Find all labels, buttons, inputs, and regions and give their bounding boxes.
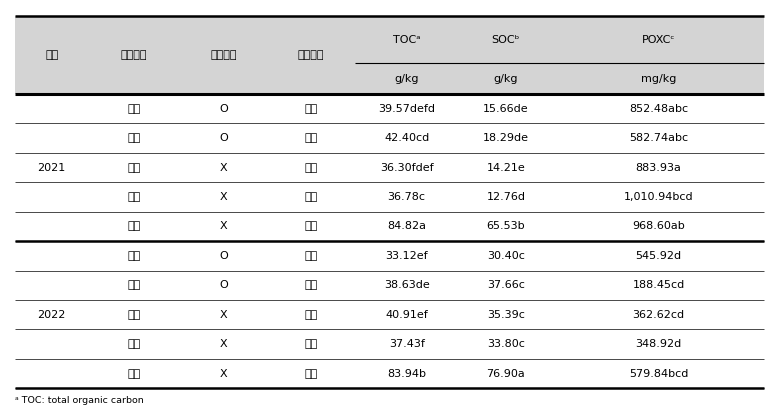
Text: 우분: 우분 [305,251,318,261]
Text: 883.93a: 883.93a [636,163,682,173]
Text: 유기: 유기 [127,310,140,320]
Text: 35.39c: 35.39c [487,310,525,320]
Text: X: X [220,221,227,231]
Text: 유기: 유기 [127,104,140,114]
Text: 38.63de: 38.63de [384,280,429,290]
Text: 유기: 유기 [127,339,140,349]
Text: 33.12ef: 33.12ef [386,251,428,261]
Text: 65.53b: 65.53b [487,221,525,231]
Text: 우분: 우분 [305,104,318,114]
Text: 투입자재: 투입자재 [298,50,325,60]
Text: 33.80c: 33.80c [487,339,525,349]
Text: 2021: 2021 [37,163,65,173]
Text: ᵃ TOC: total organic carbon: ᵃ TOC: total organic carbon [16,396,144,404]
Text: 우분: 우분 [305,163,318,173]
Text: 2022: 2022 [37,310,66,320]
Text: 39.57defd: 39.57defd [378,104,435,114]
Text: SOCᵇ: SOCᵇ [492,35,520,45]
Text: TOCᵃ: TOCᵃ [393,35,421,45]
Text: X: X [220,163,227,173]
Text: 유기: 유기 [127,133,140,143]
Text: 852.48abc: 852.48abc [629,104,688,114]
Text: 30.40c: 30.40c [487,251,525,261]
Text: 83.94b: 83.94b [387,369,426,379]
Text: X: X [220,339,227,349]
Text: 12.76d: 12.76d [486,192,525,202]
Text: 968.60ab: 968.60ab [633,221,685,231]
Text: O: O [219,104,227,114]
Text: X: X [220,369,227,379]
Text: X: X [220,192,227,202]
Text: g/kg: g/kg [494,74,518,84]
Text: 76.90a: 76.90a [487,369,525,379]
Text: O: O [219,251,227,261]
Text: 유기: 유기 [127,251,140,261]
Text: 유박: 유박 [305,280,318,290]
Text: 37.43f: 37.43f [389,339,425,349]
Text: 36.30fdef: 36.30fdef [380,163,433,173]
Text: 유박: 유박 [305,339,318,349]
Text: 42.40cd: 42.40cd [384,133,429,143]
Text: 농업형태: 농업형태 [121,50,147,60]
Text: O: O [219,280,227,290]
Text: 40.91ef: 40.91ef [386,310,428,320]
Text: 멀칭유무: 멀칭유무 [210,50,237,60]
Text: 18.29de: 18.29de [483,133,529,143]
Text: 188.45cd: 188.45cd [633,280,685,290]
FancyBboxPatch shape [16,16,763,94]
Text: 관행: 관행 [127,369,140,379]
Text: 36.78c: 36.78c [388,192,425,202]
Text: 우분: 우분 [305,369,318,379]
Text: 545.92d: 545.92d [636,251,682,261]
Text: 362.62cd: 362.62cd [633,310,685,320]
Text: 84.82a: 84.82a [387,221,426,231]
Text: mg/kg: mg/kg [641,74,676,84]
Text: X: X [220,310,227,320]
Text: 관행: 관행 [127,221,140,231]
Text: 348.92d: 348.92d [636,339,682,349]
Text: 14.21e: 14.21e [487,163,525,173]
Text: POXCᶜ: POXCᶜ [642,35,675,45]
Text: 582.74abc: 582.74abc [629,133,688,143]
Text: O: O [219,133,227,143]
Text: 작물: 작물 [45,50,58,60]
Text: 15.66de: 15.66de [483,104,529,114]
Text: 유박: 유박 [305,133,318,143]
Text: 37.66c: 37.66c [487,280,525,290]
Text: 우분: 우분 [305,221,318,231]
Text: 579.84bcd: 579.84bcd [629,369,689,379]
Text: 유기: 유기 [127,192,140,202]
Text: 1,010.94bcd: 1,010.94bcd [624,192,693,202]
Text: 유기: 유기 [127,280,140,290]
Text: 유기: 유기 [127,163,140,173]
Text: 유박: 유박 [305,192,318,202]
Text: g/kg: g/kg [394,74,419,84]
Text: 우분: 우분 [305,310,318,320]
